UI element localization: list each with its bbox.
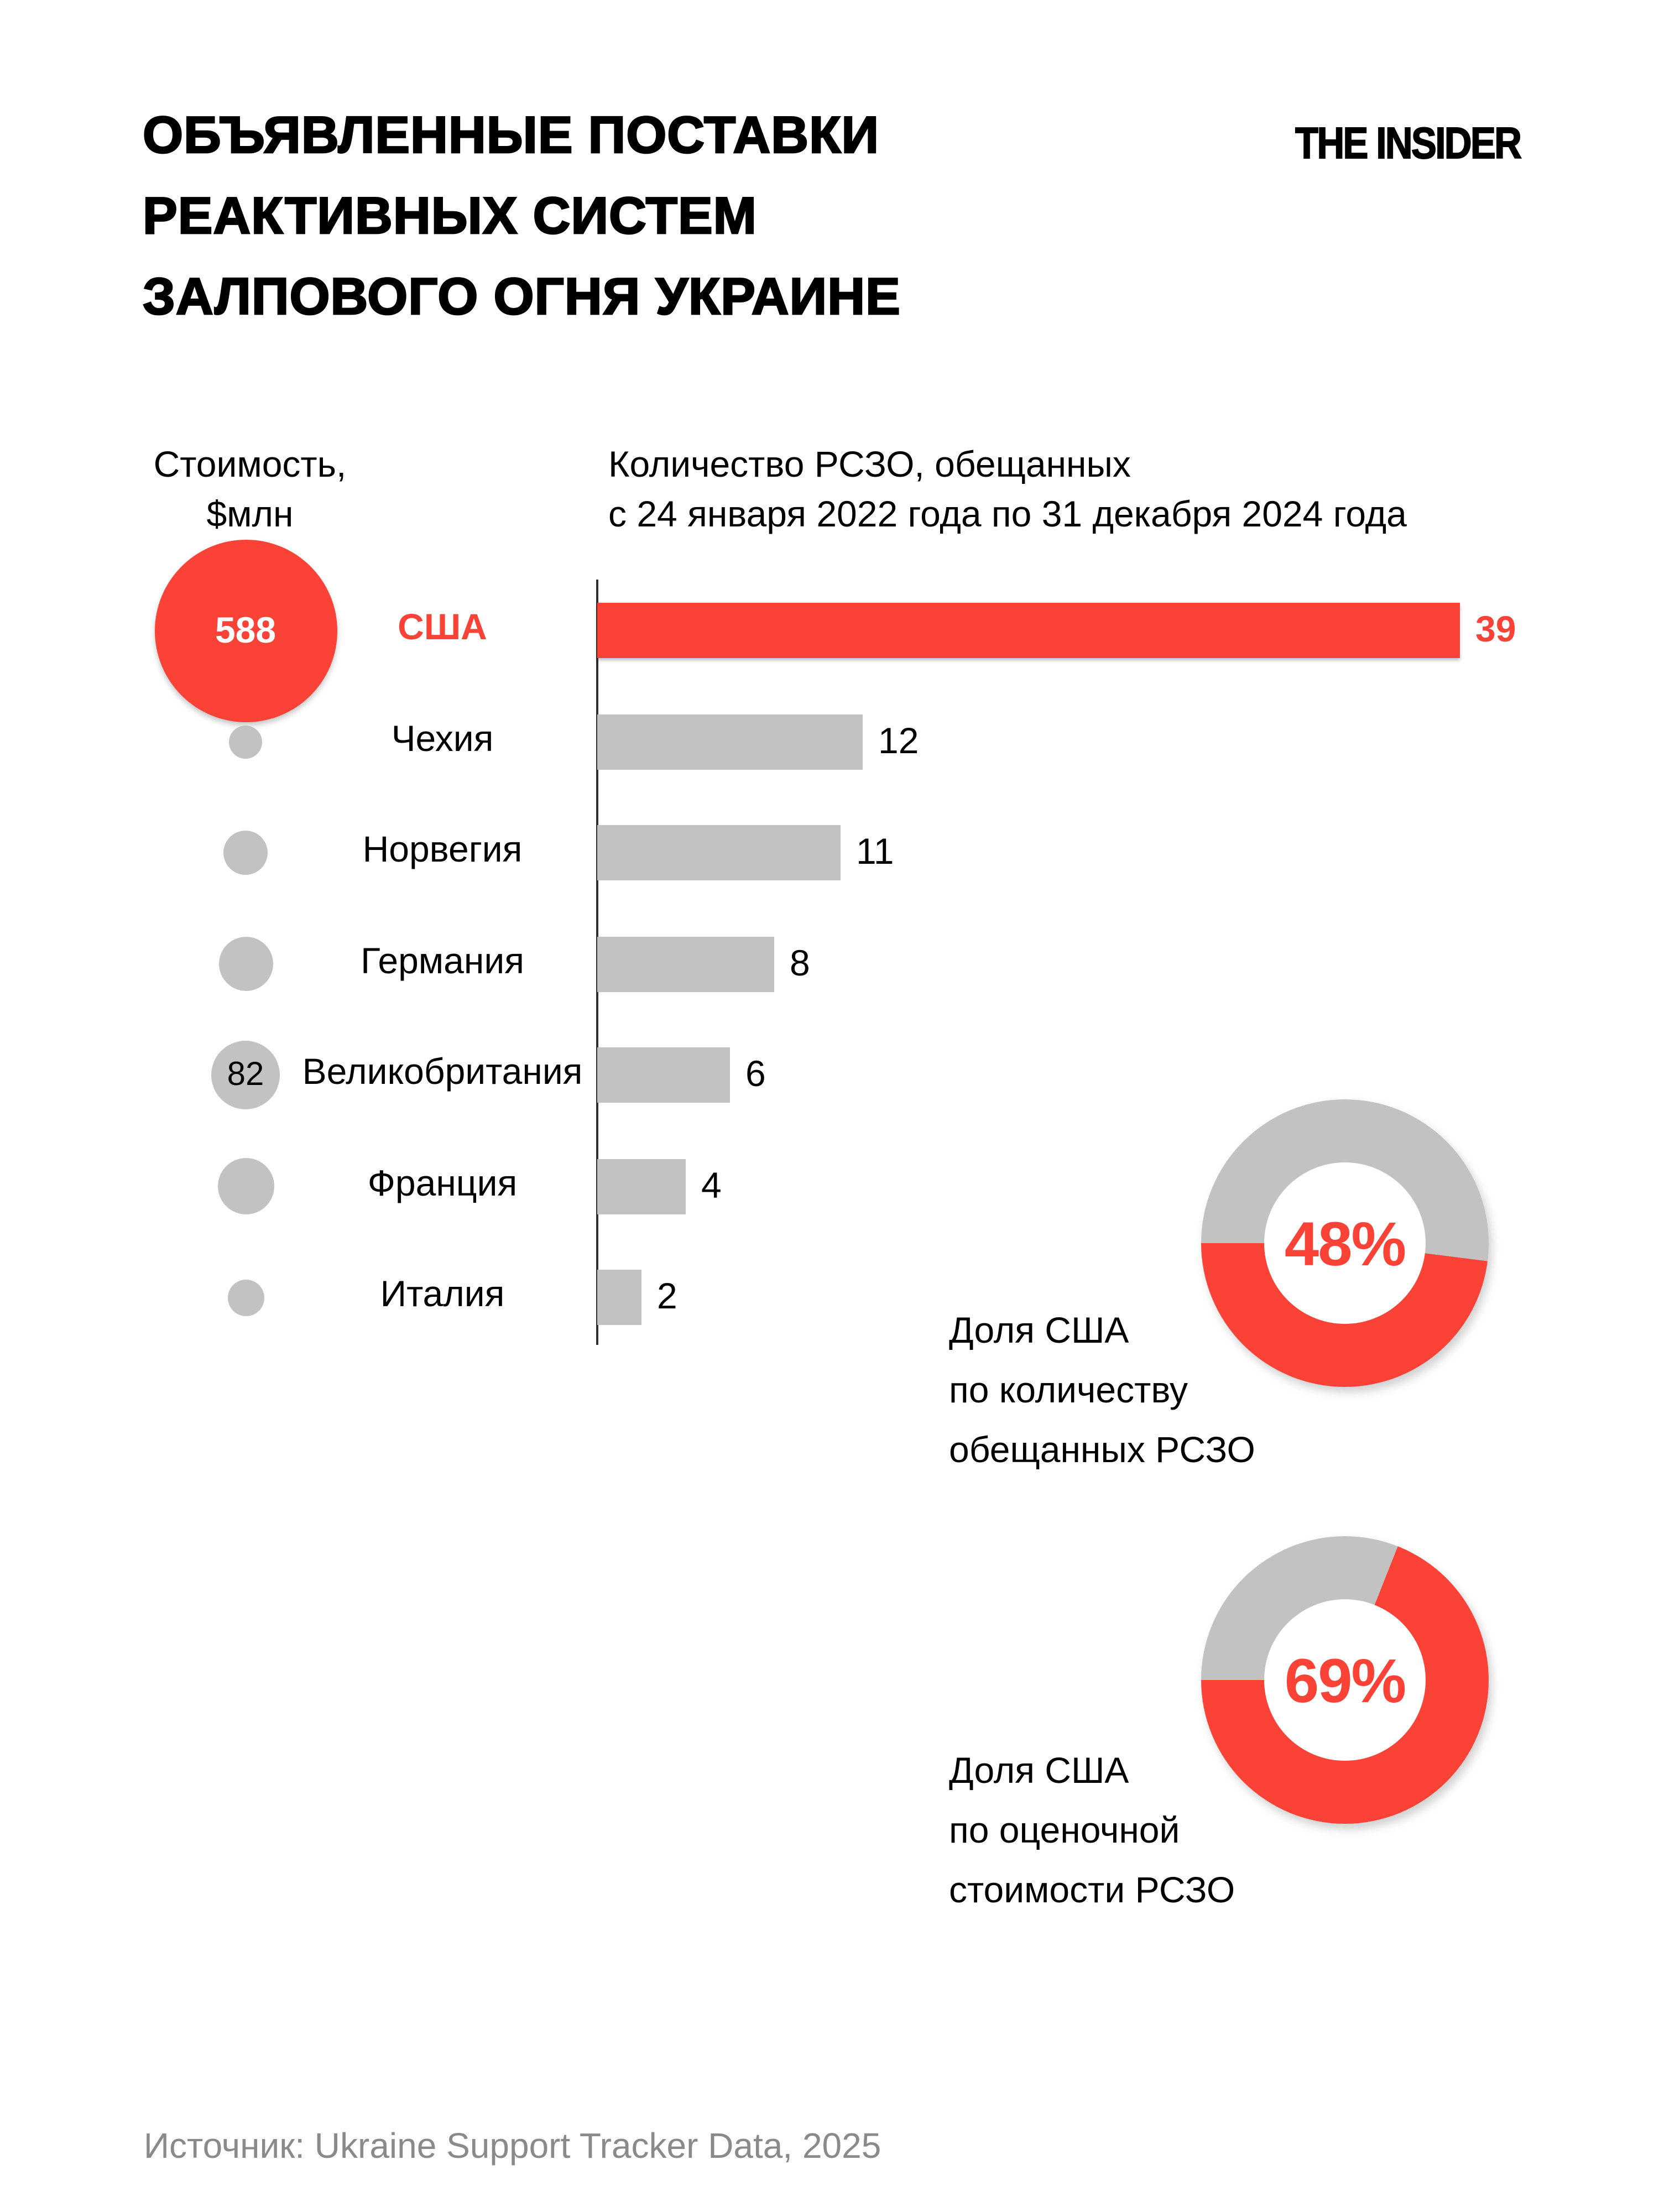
- quantity-value: 2: [657, 1275, 677, 1316]
- country-label: Франция: [367, 1162, 518, 1203]
- quantity-bar: [597, 825, 841, 880]
- quantity-column-header: Количество РСЗО, обещанных с 24 января 20…: [608, 444, 1407, 534]
- country-label: Норвегия: [362, 828, 523, 869]
- cost-bubble: [218, 937, 273, 991]
- country-label: Италия: [380, 1273, 505, 1314]
- quantity-value: 4: [701, 1164, 722, 1205]
- cost-column-header: Стоимость, $млн: [153, 444, 347, 534]
- donut-hole: 48%: [1264, 1162, 1426, 1324]
- quantity-value: 12: [878, 719, 919, 760]
- title-line: РЕАКТИВНЫХ СИСТЕМ: [142, 185, 758, 246]
- donut-percentage: 69%: [1284, 1645, 1406, 1715]
- cost-bubble: 82: [211, 1041, 280, 1109]
- cost-value: 588: [215, 609, 276, 650]
- cost-bubble: [217, 1158, 274, 1214]
- quantity-value: 11: [856, 831, 894, 872]
- cost-bubble: 588: [154, 539, 337, 722]
- quantity-bar: [597, 936, 774, 992]
- donut-label: Доля США по оценочной стоимости РСЗО: [949, 1750, 1235, 1910]
- source-note: Источник: Ukraine Support Tracker Data, …: [144, 2126, 881, 2166]
- quantity-value: 8: [790, 942, 810, 983]
- donut-percentage: 48%: [1284, 1208, 1406, 1278]
- country-label: Великобритания: [302, 1051, 583, 1092]
- quantity-bar: [597, 1047, 730, 1103]
- country-label: Чехия: [391, 717, 494, 758]
- country-label: Германия: [361, 940, 524, 980]
- quantity-value: 39: [1475, 608, 1516, 649]
- title-line: ОБЪЯВЛЕННЫЕ ПОСТАВКИ: [142, 105, 880, 165]
- quantity-value: 6: [745, 1053, 766, 1094]
- cost-bubble: [229, 725, 262, 758]
- page-title: ОБЪЯВЛЕННЫЕ ПОСТАВКИ РЕАКТИВНЫХ СИСТЕМ ЗАЛ…: [142, 94, 901, 336]
- donut-hole: 69%: [1264, 1599, 1426, 1761]
- cost-bubble: [223, 831, 268, 875]
- donut-chart: 48%: [1201, 1099, 1489, 1387]
- country-label: США: [398, 606, 487, 647]
- quantity-bar: [597, 1159, 686, 1214]
- cost-bubble: [227, 1279, 264, 1316]
- quantity-bar: [597, 1270, 641, 1325]
- donut-chart: 69%: [1201, 1536, 1489, 1824]
- donut-label: Доля США по количеству обещанных РСЗО: [949, 1310, 1255, 1470]
- quantity-bar: [597, 603, 1460, 658]
- title-line: ЗАЛПОВОГО ОГНЯ УКРАИНЕ: [142, 266, 901, 326]
- quantity-bar: [597, 714, 863, 769]
- cost-value: 82: [227, 1056, 264, 1093]
- the-insider-logo: THE INSIDER: [1295, 119, 1522, 169]
